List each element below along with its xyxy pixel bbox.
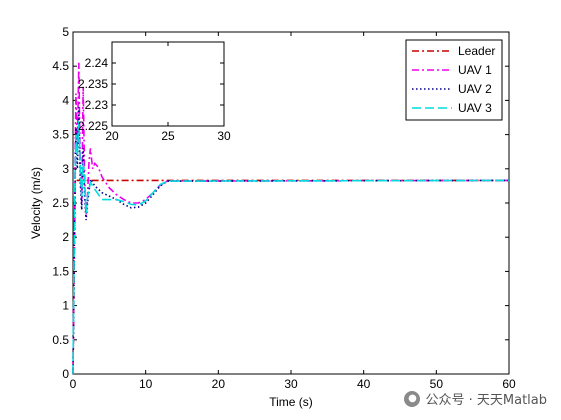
legend-entry: Leader (458, 44, 495, 58)
main-y-tick-label: 3.5 (52, 128, 69, 142)
main-x-tick-label: 60 (502, 377, 516, 391)
main-x-tick-label: 40 (357, 377, 371, 391)
wechat-icon: ● (404, 390, 421, 407)
inset-x-tick-label: 25 (161, 129, 175, 143)
main-x-tick-label: 20 (212, 377, 226, 391)
main-y-tick-label: 4 (62, 93, 69, 107)
legend-box (405, 39, 503, 121)
watermark: ● 公众号 · 天天Matlab (404, 389, 547, 408)
main-y-tick-label: 5 (62, 25, 69, 39)
inset-y-tick-label: 2.235 (78, 77, 108, 91)
legend-entry: UAV 2 (458, 82, 492, 96)
inset-x-tick-label: 20 (105, 129, 119, 143)
watermark-text: 公众号 · 天天Matlab (425, 393, 547, 408)
main-y-tick-label: 1 (62, 299, 69, 313)
main-y-tick-label: 3 (62, 162, 69, 176)
main-x-tick-label: 50 (430, 377, 444, 391)
inset-y-tick-label: 2.24 (85, 56, 109, 70)
inset-x-tick-label: 30 (217, 129, 231, 143)
main-y-tick-label: 0 (62, 367, 69, 381)
inset-plot-area: 20 25 30 2.225 2.23 2.235 2.24 (78, 41, 231, 143)
x-axis-label: Time (s) (269, 395, 313, 409)
main-y-tick-label: 4.5 (52, 59, 69, 73)
inset-y-tick-label: 2.23 (85, 98, 109, 112)
main-y-tick-label: 0.5 (52, 333, 69, 347)
y-axis-label: Velocity (m/s) (29, 167, 43, 239)
legend: Leader UAV 1 UAV 2 UAV 3 (405, 39, 503, 121)
main-x-tick-label: 10 (139, 377, 153, 391)
legend-entry: UAV 1 (458, 63, 492, 77)
legend-entry: UAV 3 (458, 101, 492, 115)
main-x-tick-label: 30 (284, 377, 298, 391)
main-y-tick-label: 1.5 (52, 264, 69, 278)
main-y-tick-label: 2 (62, 230, 69, 244)
main-y-tick-label: 2.5 (52, 196, 69, 210)
series-line-uav-3 (72, 120, 510, 375)
series-line-uav-1 (72, 62, 510, 375)
inset-axes-box (111, 41, 225, 127)
inset-y-tick-label: 2.225 (78, 119, 108, 133)
main-x-tick-label: 0 (70, 377, 77, 391)
